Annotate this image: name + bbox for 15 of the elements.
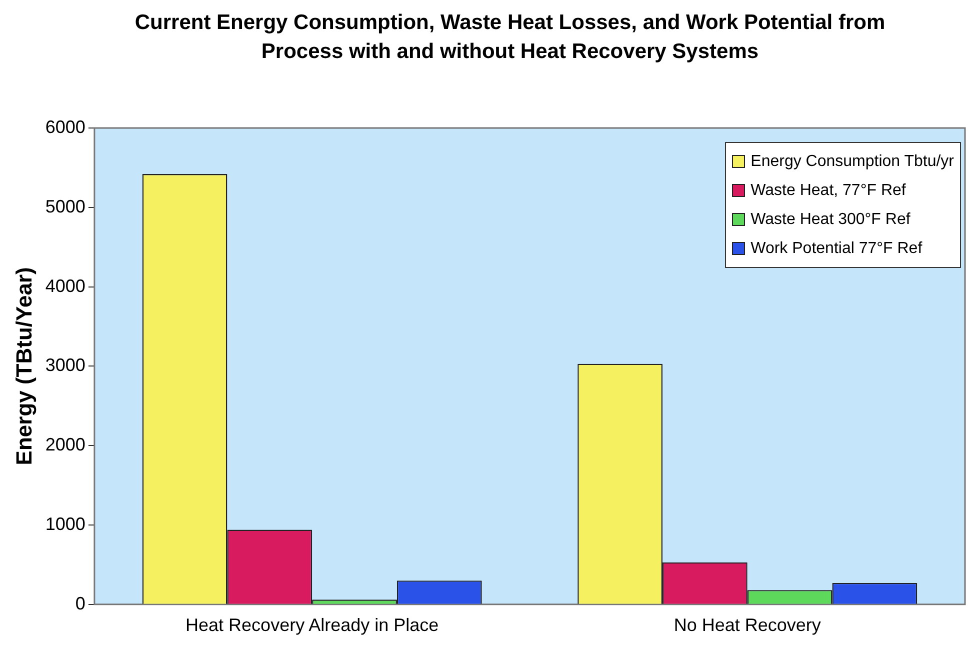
y-tick-label: 5000 — [45, 196, 86, 216]
y-tick-label: 4000 — [45, 276, 86, 296]
chart-title: Current Energy Consumption, Waste Heat Losses, and Work Potential from Process with and without Heat Recovery Systems — [134, 10, 886, 65]
x-tick-label: No Heat Recovery — [674, 615, 821, 636]
legend-label: Energy Consumption Tbtu/yr — [750, 152, 954, 170]
y-tick-label: 2000 — [45, 434, 86, 455]
y-tick-label: 0 — [75, 593, 86, 614]
y-tick-label: 3000 — [45, 355, 86, 376]
legend-label: Work Potential 77°F Ref — [750, 240, 922, 258]
y-tick-label: 1000 — [45, 514, 86, 534]
y-tick-label: 6000 — [45, 116, 86, 137]
legend-label: Waste Heat 300°F Ref — [750, 210, 910, 228]
y-axis-title: Energy (TBtu/Year) — [11, 267, 36, 466]
legend-label: Waste Heat, 77°F Ref — [750, 182, 906, 200]
x-tick-label: Heat Recovery Already in Place — [186, 615, 439, 636]
